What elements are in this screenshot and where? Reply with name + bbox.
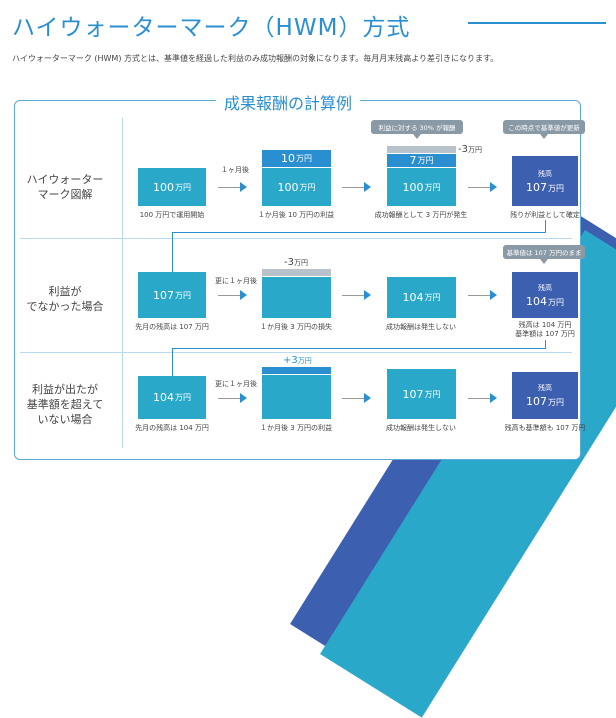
row1-box4-caption: 残りが利益として確定 <box>510 211 580 219</box>
row3-box1-caption: 先月の残高は 104 万円 <box>135 424 209 432</box>
row3-box2 <box>262 375 331 419</box>
row1-arrow2-line <box>342 187 364 188</box>
row1-arrow1-line <box>218 187 240 188</box>
row2-box4: 残高 104万円 <box>512 272 578 318</box>
column-divider <box>122 118 123 448</box>
row1-arrow1-icon <box>240 182 247 192</box>
row1-tip1-pointer <box>413 134 421 139</box>
row3-box1: 104 万円 <box>138 376 206 419</box>
row1-box1-caption: 100 万円で運用開始 <box>139 211 205 219</box>
row2-arrow1-label: 更に１ヶ月後 <box>215 277 257 285</box>
row3-box2-caption: １か月後 3 万円の利益 <box>260 424 332 432</box>
row2-tip: 基準値は 107 万円のまま <box>503 245 585 259</box>
row3-box3-caption: 成功報酬は発生しない <box>386 424 456 432</box>
row2-arrow3-line <box>468 295 490 296</box>
connector-1-a <box>545 220 546 232</box>
row1-tip2: この時点で基準値が更新 <box>503 120 585 134</box>
row3-box4: 残高 107万円 <box>512 372 578 419</box>
row-divider-1 <box>20 238 572 239</box>
row2-arrow1-icon <box>240 290 247 300</box>
connector-2-a <box>545 340 546 348</box>
row3-box3: 107 万円 <box>387 369 456 419</box>
row1-box2-top: 10 万円 <box>262 150 331 167</box>
row3-arrow1-icon <box>240 393 247 403</box>
row3-arrow2-icon <box>364 393 371 403</box>
row2-box1-caption: 先月の残高は 107 万円 <box>135 323 209 331</box>
connector-2-b <box>172 348 546 349</box>
row1-box3: 100 万円 <box>387 168 456 206</box>
row2-arrow2-line <box>342 295 364 296</box>
row1-box3-minus: -3万円 <box>458 144 482 155</box>
connector-2-c <box>172 348 173 376</box>
row1-box2-caption: １か月後 10 万円の利益 <box>257 211 335 219</box>
row3-arrow1-label: 更に１ヶ月後 <box>215 380 257 388</box>
row3-label: 利益が出たが 基準額を超えて いない場合 <box>26 383 104 426</box>
row1-label: ハイウォーター マーク図解 <box>26 173 104 201</box>
row1-tip1: 利益に対する 30% が報酬 <box>371 120 463 134</box>
row3-arrow3-icon <box>490 393 497 403</box>
title-rule <box>468 22 606 24</box>
connector-1-b <box>172 232 546 233</box>
row3-arrow2-line <box>342 398 364 399</box>
row3-box4-caption: 残高も基準額も 107 万円 <box>504 424 586 432</box>
row1-arrow2-icon <box>364 182 371 192</box>
row1-arrow1-label: １ヶ月後 <box>221 166 249 174</box>
row1-tip2-pointer <box>540 134 548 139</box>
row2-box2-loss-bar <box>262 269 331 276</box>
row2-box2 <box>262 277 331 318</box>
row2-box1: 107 万円 <box>138 272 206 318</box>
row2-arrow3-icon <box>490 290 497 300</box>
row-divider-2 <box>20 352 572 353</box>
row1-box1: 100 万円 <box>138 168 206 206</box>
row2-label: 利益が でなかった場合 <box>26 285 104 313</box>
row3-arrow1-line <box>218 398 240 399</box>
row1-arrow3-line <box>468 187 490 188</box>
row1-box3-fee-bar <box>387 146 456 153</box>
row3-arrow3-line <box>468 398 490 399</box>
row2-box3: 104 万円 <box>387 277 456 318</box>
row1-box4: 残高 107万円 <box>512 156 578 206</box>
row1-box2: 100 万円 <box>262 168 331 206</box>
row1-box3-caption: 成功報酬として 3 万円が発生 <box>374 211 468 219</box>
row3-box2-gain-bar <box>262 367 331 374</box>
row1-arrow3-icon <box>490 182 497 192</box>
page-title: ハイウォーターマーク（HWM）方式 <box>12 15 411 41</box>
row2-arrow2-icon <box>364 290 371 300</box>
connector-1-c <box>172 232 173 272</box>
row2-box4-caption: 残高は 104 万円 基準額は 107 万円 <box>515 321 575 338</box>
row2-box3-caption: 成功報酬は発生しない <box>386 323 456 331</box>
panel-title: 成果報酬の計算例 <box>216 90 361 114</box>
row2-box2-caption: １か月後 3 万円の損失 <box>260 323 332 331</box>
page-description: ハイウォーターマーク (HWM) 方式とは、基準値を経過した利益のみ成功報酬の対… <box>12 54 499 63</box>
row2-arrow1-line <box>218 295 240 296</box>
row2-box2-minus: -3万円 <box>284 257 308 268</box>
row2-tip-pointer <box>540 259 548 264</box>
row1-box3-top: 7 万円 <box>387 154 456 167</box>
row3-box2-plus: +3万円 <box>283 355 312 366</box>
